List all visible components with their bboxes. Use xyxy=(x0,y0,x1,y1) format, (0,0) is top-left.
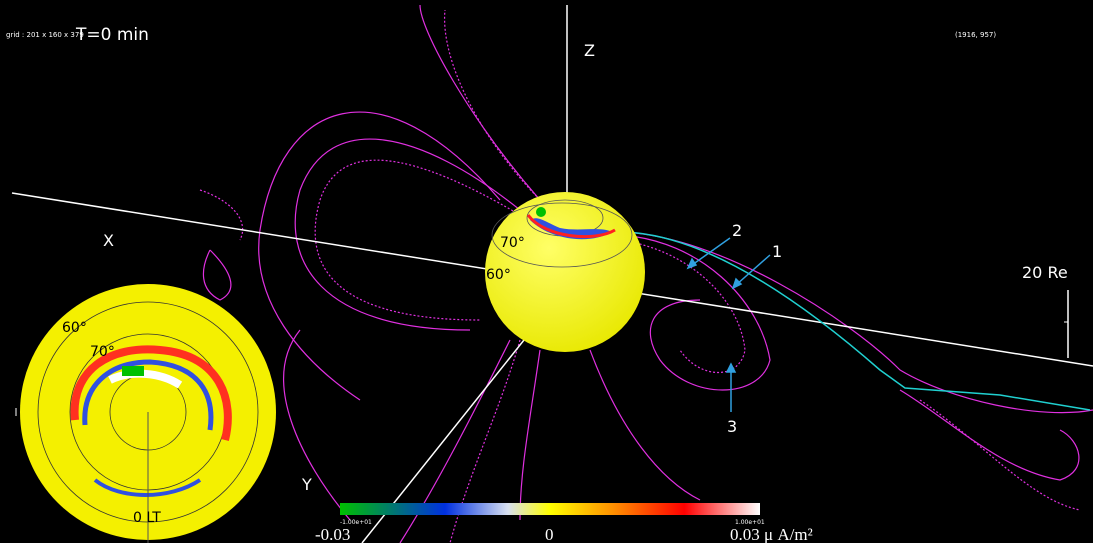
annotation-label: 1 xyxy=(772,242,782,261)
x-axis-label: X xyxy=(103,231,114,250)
coords-label: (1916, 957) xyxy=(955,31,996,39)
colorbar-min: -0.03 xyxy=(315,525,350,543)
scale-label: 20 Re xyxy=(1022,263,1068,282)
annotation-label: 3 xyxy=(727,417,737,436)
polar-lat-70: 70° xyxy=(90,344,115,360)
globe-lat-70: 70° xyxy=(500,235,525,251)
grid-label: grid : 201 x 160 x 379 xyxy=(6,31,84,39)
local-time-label: 0 LT xyxy=(133,510,161,526)
annotation-label: 2 xyxy=(732,221,742,240)
z-axis-label: Z xyxy=(584,41,595,60)
globe: 70° 60° xyxy=(485,192,645,352)
visualization: 70° 60° 60° 70° 0 LT grid : 201 x 160 x … xyxy=(0,0,1093,543)
globe-lat-60: 60° xyxy=(486,267,511,283)
colorbar-max: 0.03 μ A/m² xyxy=(730,525,813,543)
colorbar xyxy=(340,503,760,515)
time-label: T=0 min xyxy=(75,25,149,45)
y-axis-label: Y xyxy=(301,475,312,494)
colorbar-mid: 0 xyxy=(545,525,554,543)
polar-lat-60: 60° xyxy=(62,320,87,336)
